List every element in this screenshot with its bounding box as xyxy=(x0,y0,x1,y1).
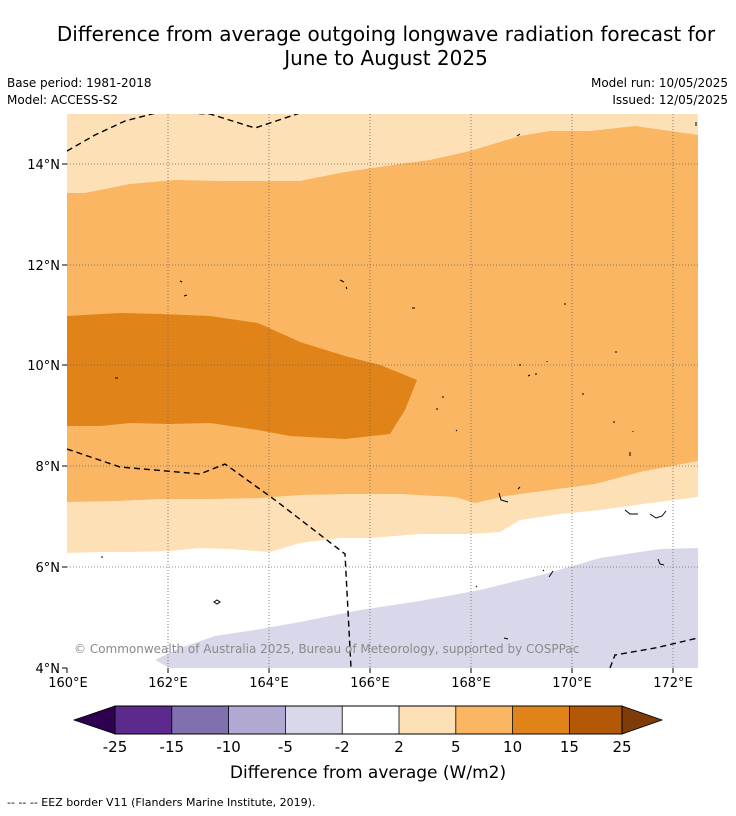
model-run-date: Model run: 10/05/2025 xyxy=(590,76,728,90)
title-line-2: June to August 2025 xyxy=(284,46,488,70)
colorbar-dividers xyxy=(171,706,570,734)
lon-label-160e: 160°E xyxy=(48,676,88,691)
island xyxy=(339,279,348,290)
colorbar-tick: -25 xyxy=(103,738,128,756)
colorbar-tick: -15 xyxy=(160,738,185,756)
island xyxy=(624,509,667,519)
model-name: Model: ACCESS-S2 xyxy=(7,93,119,107)
colorbar-tick: 10 xyxy=(503,738,522,756)
latitude-labels: 14°N 12°N 10°N 8°N 6°N 4°N xyxy=(27,158,60,677)
chart-title: Difference from average outgoing longwav… xyxy=(30,22,736,70)
colorbar-tick: 15 xyxy=(560,738,579,756)
colorbar-segment xyxy=(285,706,343,734)
colorbar-arrow-min xyxy=(72,705,116,735)
issued-date: Issued: 12/05/2025 xyxy=(612,93,728,107)
lat-label-10n: 10°N xyxy=(27,359,60,374)
colorbar-label: Difference from average (W/m2) xyxy=(230,763,506,783)
colorbar: -25 -15 -10 -5 -2 2 5 10 15 25 Differenc… xyxy=(72,705,664,783)
lat-label-4n: 4°N xyxy=(36,662,61,677)
eez-border-southeast xyxy=(609,637,698,668)
eez-border-west xyxy=(67,448,352,668)
island xyxy=(564,303,617,395)
copyright-notice: © Commonwealth of Australia 2025, Bureau… xyxy=(74,642,579,656)
colorbar-segment xyxy=(399,706,456,734)
anomaly-region-neg2-to-neg5 xyxy=(155,548,698,668)
lon-label-170e: 170°E xyxy=(552,676,592,691)
colorbar-tick: -5 xyxy=(278,738,293,756)
colorbar-segment xyxy=(342,706,399,734)
islands xyxy=(101,122,697,640)
axis-ticks xyxy=(62,163,674,673)
colorbar-tick: -10 xyxy=(216,738,241,756)
colorbar-segment xyxy=(569,706,622,734)
lon-label-166e: 166°E xyxy=(350,676,390,691)
colorbar-tick-labels: -25 -15 -10 -5 -2 2 5 10 15 25 xyxy=(103,738,632,756)
lon-label-162e: 162°E xyxy=(148,676,188,691)
lat-label-8n: 8°N xyxy=(36,460,61,475)
colorbar-segment xyxy=(228,706,286,734)
colorbar-tick: 2 xyxy=(394,738,404,756)
lon-label-164e: 164°E xyxy=(249,676,289,691)
lat-label-14n: 14°N xyxy=(27,158,60,173)
island xyxy=(519,361,548,377)
base-period: Base period: 1981-2018 xyxy=(7,76,152,90)
colorbar-segment xyxy=(171,706,229,734)
map-plot-area: © Commonwealth of Australia 2025, Bureau… xyxy=(67,114,698,668)
title-line-1: Difference from average outgoing longwav… xyxy=(56,22,716,46)
eez-borders xyxy=(67,114,698,668)
longitude-labels: 160°E 162°E 164°E 166°E 168°E 170°E 172°… xyxy=(48,676,693,691)
colorbar-tick: -2 xyxy=(335,738,350,756)
lon-label-168e: 168°E xyxy=(451,676,491,691)
colorbar-segment xyxy=(115,706,172,734)
island xyxy=(498,486,521,503)
eez-border-note: -- -- -- EEZ border V11 (Flanders Marine… xyxy=(7,796,316,809)
lon-label-172e: 172°E xyxy=(653,676,693,691)
island xyxy=(101,122,697,640)
island xyxy=(657,558,665,566)
colorbar-segment xyxy=(512,706,570,734)
eez-border-north xyxy=(67,114,300,152)
colorbar-tick: 25 xyxy=(612,738,631,756)
island xyxy=(179,280,188,297)
island xyxy=(436,396,634,456)
anomaly-region-10-to-15 xyxy=(67,313,417,439)
lat-label-12n: 12°N xyxy=(27,259,60,274)
colorbar-frame xyxy=(114,705,623,735)
island xyxy=(213,599,221,605)
graticule xyxy=(67,114,698,668)
colorbar-arrow-max xyxy=(621,705,664,735)
colorbar-tick: 5 xyxy=(451,738,461,756)
lat-label-6n: 6°N xyxy=(36,561,61,576)
colorbar-segment xyxy=(455,706,513,734)
island xyxy=(475,569,554,588)
